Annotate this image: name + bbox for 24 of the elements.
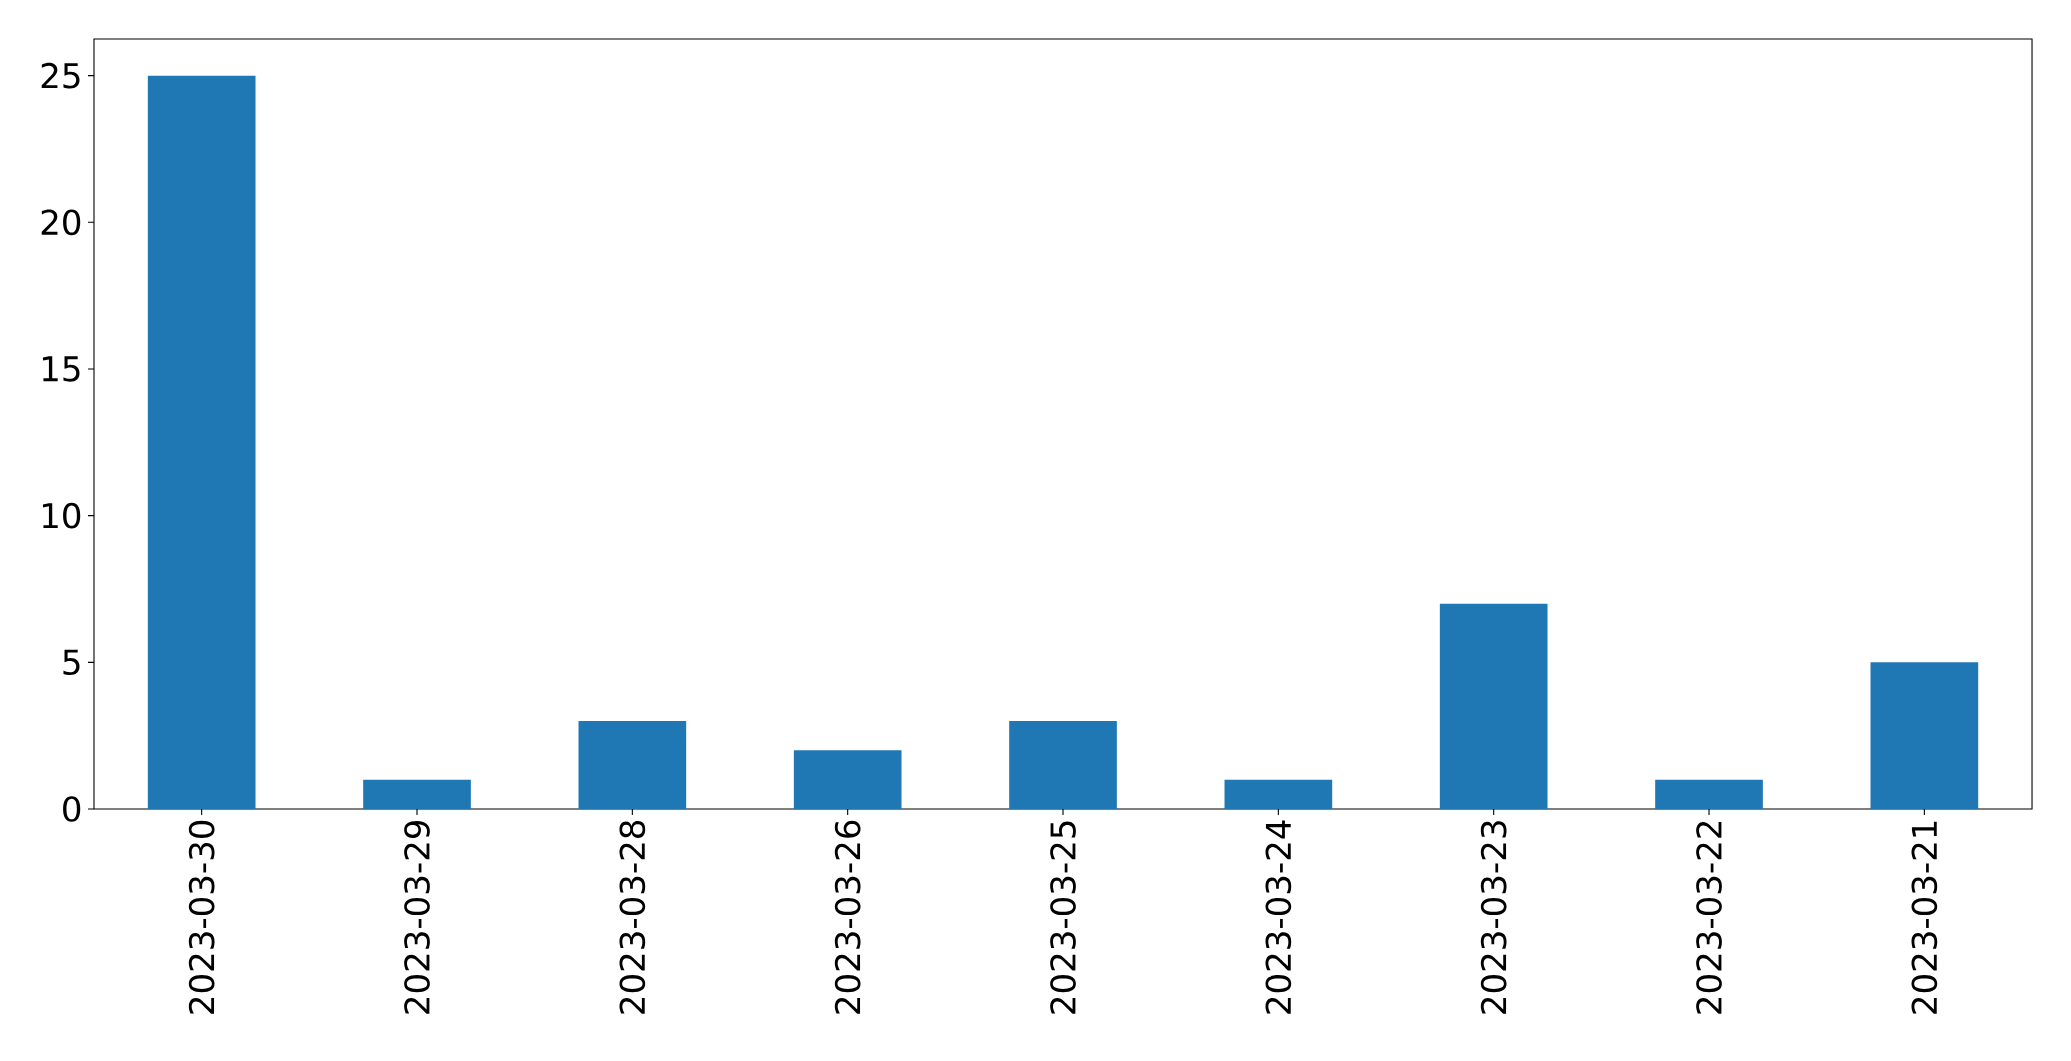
- bar: [793, 750, 902, 809]
- bar: [1009, 721, 1117, 809]
- y-tick-label: 5: [63, 649, 80, 675]
- y-tick-label: 15: [42, 356, 80, 382]
- bar: [1870, 662, 1979, 809]
- y-tick-label: 10: [42, 502, 81, 529]
- x-tick-label: 2023-03-28: [619, 820, 646, 1014]
- x-tick-label: 2023-03-22: [1696, 821, 1722, 1014]
- x-tick-label: 2023-03-21: [1911, 821, 1938, 1014]
- y-tick-label: 20: [41, 209, 81, 236]
- bar: [1439, 603, 1548, 809]
- x-tick-label: 2023-03-23: [1480, 821, 1507, 1014]
- x-tick-label: 2023-03-24: [1265, 820, 1292, 1014]
- bar: [1224, 779, 1333, 809]
- y-tick-label: 0: [63, 796, 81, 822]
- bar: [1655, 779, 1763, 809]
- bar: [578, 721, 687, 809]
- bar: [147, 75, 256, 809]
- x-tick-label: 2023-03-30: [188, 820, 215, 1014]
- x-tick-label: 2023-03-26: [834, 820, 861, 1014]
- x-tick-label: 2023-03-25: [1050, 821, 1076, 1014]
- y-tick-label: 25: [41, 62, 80, 89]
- x-tick-label: 2023-03-29: [404, 820, 430, 1014]
- bar: [363, 779, 471, 809]
